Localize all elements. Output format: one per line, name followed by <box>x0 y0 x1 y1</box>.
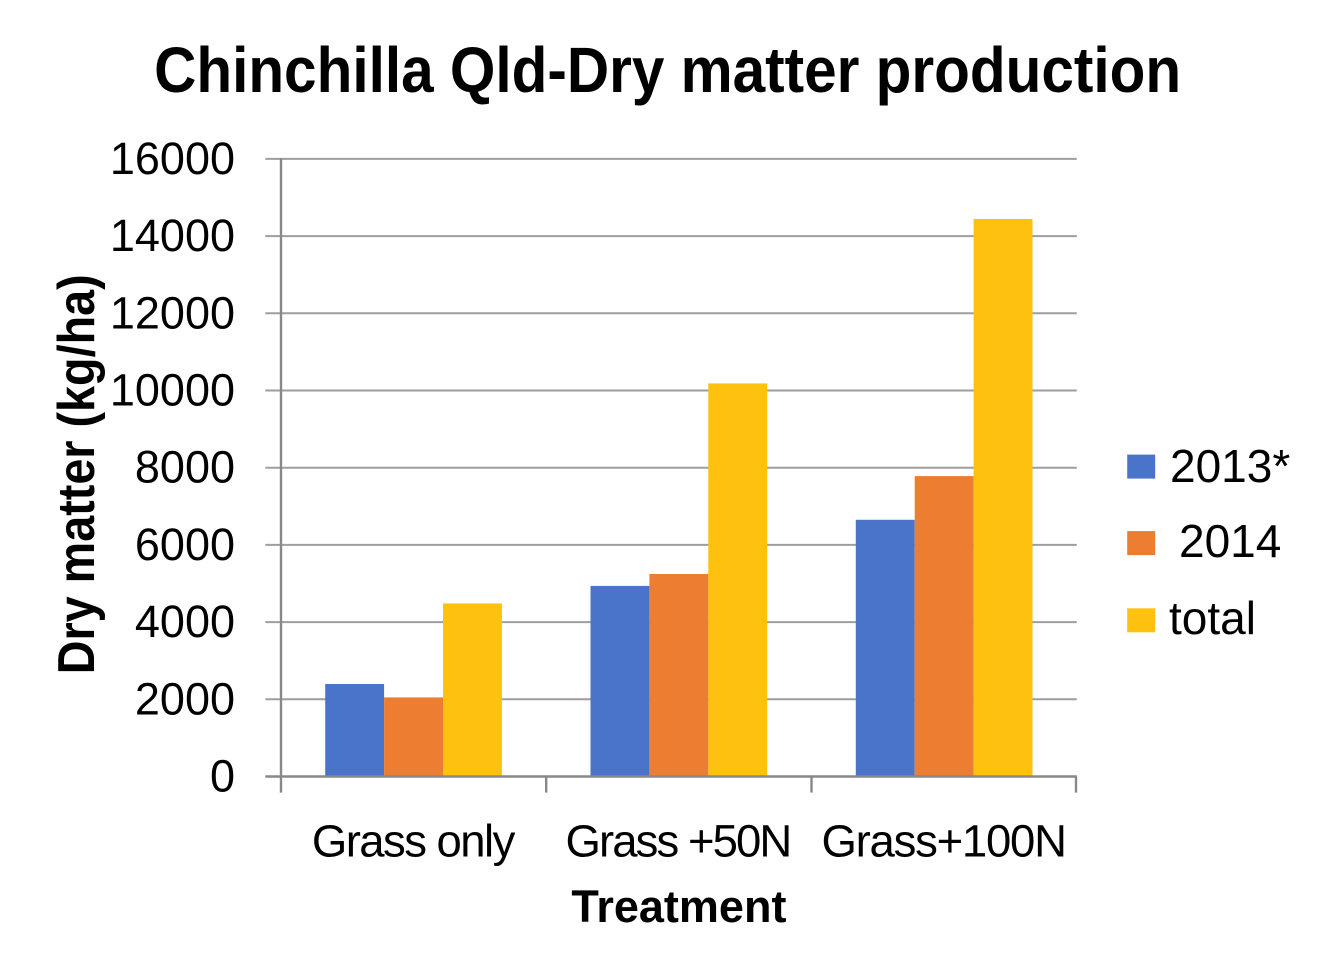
svg-text:4000: 4000 <box>135 596 235 647</box>
svg-text:Grass only: Grass only <box>312 816 516 867</box>
svg-text:16000: 16000 <box>110 133 235 184</box>
svg-text:10000: 10000 <box>110 365 235 416</box>
svg-text:12000: 12000 <box>110 287 235 338</box>
svg-text:2014: 2014 <box>1179 515 1281 567</box>
svg-text:total: total <box>1169 592 1256 644</box>
svg-text:Dry matter (kg/ha): Dry matter (kg/ha) <box>48 274 106 674</box>
svg-text:2013*: 2013* <box>1170 440 1290 492</box>
svg-text:Grass +50N: Grass +50N <box>566 816 793 867</box>
svg-text:2000: 2000 <box>135 673 235 724</box>
svg-text:0: 0 <box>210 751 235 802</box>
svg-text:Grass+100N: Grass+100N <box>821 816 1066 867</box>
svg-text:Treatment: Treatment <box>571 881 786 932</box>
svg-text:14000: 14000 <box>110 210 235 261</box>
svg-text:8000: 8000 <box>135 442 235 493</box>
svg-text:6000: 6000 <box>135 519 235 570</box>
svg-text:Chinchilla Qld-Dry matter prod: Chinchilla Qld-Dry matter production <box>154 34 1181 106</box>
